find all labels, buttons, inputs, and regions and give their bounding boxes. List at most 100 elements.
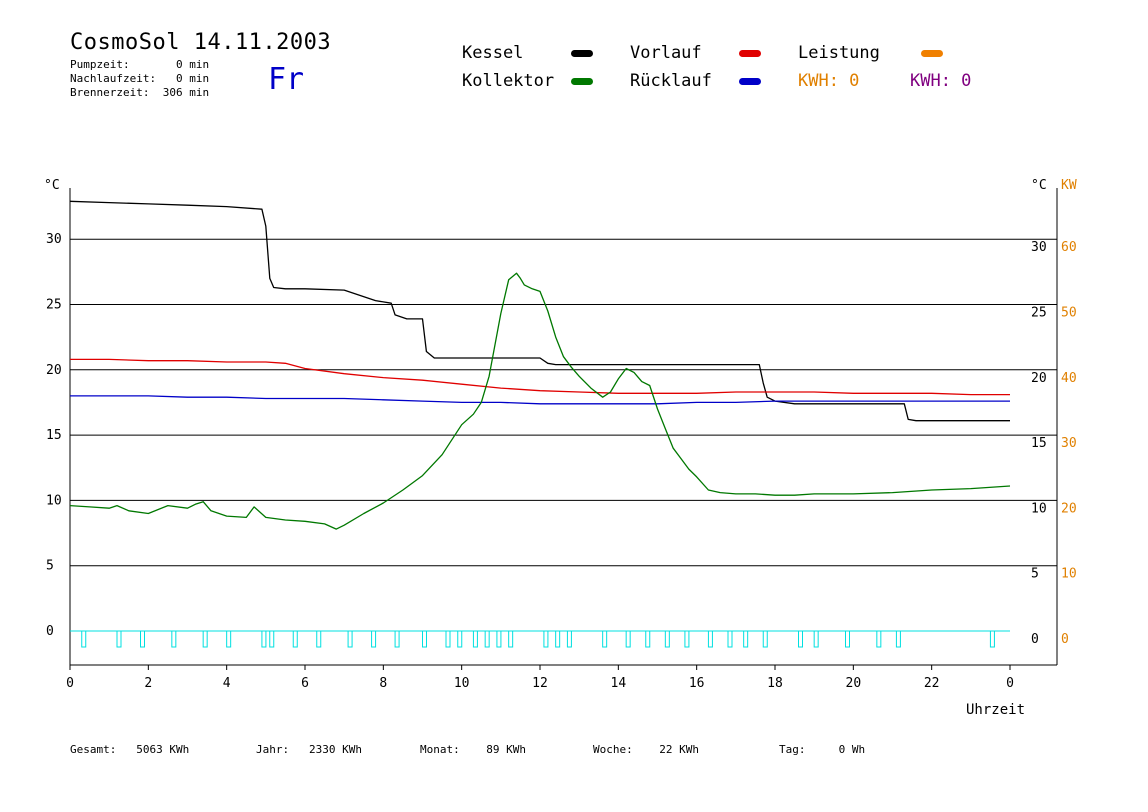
legend-vorlauf-label: Vorlauf bbox=[630, 43, 702, 63]
footer-monat: Monat: 89 KWh bbox=[420, 743, 526, 756]
kw-tick-0: 0 bbox=[1061, 632, 1069, 647]
y-right-tick-30: 30 bbox=[1031, 240, 1047, 255]
kw-tick-20: 20 bbox=[1061, 501, 1077, 516]
pump-pulse-35 bbox=[876, 630, 882, 648]
legend-leistung-label: Leistung bbox=[798, 43, 880, 63]
pump-pulse-8 bbox=[292, 630, 298, 648]
y-right-tick-0: 0 bbox=[1031, 632, 1039, 647]
pump-pulse-9 bbox=[316, 630, 322, 648]
pump-pulse-23 bbox=[602, 630, 608, 648]
x-tick-5: 10 bbox=[454, 676, 470, 691]
pump-pulse-10 bbox=[347, 630, 353, 648]
pump-pulse-34 bbox=[845, 630, 850, 648]
pump-pulse-36 bbox=[895, 630, 901, 648]
pump-pulse-1 bbox=[116, 630, 122, 648]
y-left-tick-0: 0 bbox=[46, 624, 54, 639]
brennerzeit-text: Brennerzeit: 306 min bbox=[70, 86, 210, 99]
x-tick-6: 12 bbox=[532, 676, 548, 691]
kw-tick-30: 30 bbox=[1061, 436, 1077, 451]
pump-pulse-33 bbox=[813, 630, 819, 648]
y-right-tick-5: 5 bbox=[1031, 567, 1039, 582]
pump-pulse-30 bbox=[743, 630, 749, 648]
pump-pulse-25 bbox=[645, 630, 651, 648]
y-left-tick-15: 15 bbox=[46, 428, 62, 443]
legend-kwh-purple: KWH: 0 bbox=[910, 71, 972, 91]
pump-pulse-32 bbox=[798, 630, 803, 648]
legend-ruecklauf-swatch bbox=[739, 78, 761, 85]
legend-leistung-swatch bbox=[921, 50, 943, 57]
series-ruecklauf bbox=[70, 395, 1010, 405]
y-right-unit: °C bbox=[1031, 178, 1047, 193]
footer-jahr: Jahr: 2330 KWh bbox=[256, 743, 362, 756]
x-tick-4: 8 bbox=[379, 676, 387, 691]
pump-pulse-24 bbox=[625, 630, 631, 648]
pump-pulse-21 bbox=[555, 630, 561, 648]
series-kessel bbox=[69, 200, 1010, 422]
pump-pulse-14 bbox=[445, 630, 451, 648]
pump-pulse-11 bbox=[371, 630, 377, 648]
x-tick-1: 2 bbox=[144, 676, 152, 691]
pump-pulse-4 bbox=[202, 630, 208, 648]
legend-kessel-label: Kessel bbox=[462, 43, 524, 63]
pump-pulse-12 bbox=[394, 630, 400, 648]
legend-kollektor-swatch bbox=[571, 78, 593, 85]
pump-pulse-27 bbox=[684, 630, 690, 648]
pumpzeit-text: Pumpzeit: 0 min bbox=[70, 58, 210, 71]
y-left-tick-10: 10 bbox=[46, 493, 62, 508]
series-kollektor bbox=[69, 272, 1011, 530]
pump-pulse-18 bbox=[496, 630, 502, 648]
y-right-tick-15: 15 bbox=[1031, 436, 1047, 451]
legend-vorlauf-swatch bbox=[739, 50, 761, 57]
pump-pulse-26 bbox=[664, 630, 670, 648]
y-right-tick-10: 10 bbox=[1031, 501, 1047, 516]
footer-tag: Tag: 0 Wh bbox=[779, 743, 866, 756]
x-tick-3: 6 bbox=[301, 676, 309, 691]
x-tick-11: 22 bbox=[924, 676, 940, 691]
pump-pulse-37 bbox=[989, 630, 995, 648]
pump-pulse-15 bbox=[457, 630, 463, 648]
y-right-tick-25: 25 bbox=[1031, 306, 1047, 321]
x-tick-0: 0 bbox=[66, 676, 74, 691]
legend-kwh-orange: KWH: 0 bbox=[798, 71, 860, 91]
x-tick-9: 18 bbox=[767, 676, 783, 691]
pump-pulse-16 bbox=[472, 630, 478, 648]
kw-tick-60: 60 bbox=[1061, 240, 1077, 255]
axes bbox=[69, 188, 1058, 670]
pump-pulse-5 bbox=[226, 630, 232, 648]
pump-pulse-3 bbox=[171, 630, 177, 648]
grid-lines bbox=[70, 238, 1057, 567]
x-tick-2: 4 bbox=[223, 676, 231, 691]
pump-pulse-13 bbox=[422, 630, 427, 648]
legend-ruecklauf-label: Rücklauf bbox=[630, 71, 712, 91]
pump-pulse-0 bbox=[81, 630, 87, 648]
nachlaufzeit-text: Nachlaufzeit: 0 min bbox=[70, 72, 210, 85]
pump-pulse-31 bbox=[762, 630, 768, 648]
page-title: CosmoSol 14.11.2003 bbox=[70, 30, 332, 55]
x-tick-7: 14 bbox=[611, 676, 627, 691]
pump-pulse-29 bbox=[727, 630, 733, 648]
pump-pulse-7 bbox=[269, 630, 275, 648]
pump-pulse-2 bbox=[140, 630, 145, 648]
kw-tick-40: 40 bbox=[1061, 371, 1077, 386]
y-left-tick-20: 20 bbox=[46, 363, 62, 378]
weekday-label: Fr bbox=[268, 62, 305, 97]
y-right-tick-20: 20 bbox=[1031, 371, 1047, 386]
kw-tick-50: 50 bbox=[1061, 306, 1077, 321]
kw-tick-10: 10 bbox=[1061, 567, 1077, 582]
kw-unit: KW bbox=[1061, 178, 1077, 193]
series-lines bbox=[69, 200, 1011, 530]
pump-pulse-20 bbox=[543, 630, 549, 648]
y-left-unit: °C bbox=[44, 178, 60, 193]
x-tick-8: 16 bbox=[689, 676, 705, 691]
series-vorlauf bbox=[70, 358, 1010, 396]
pump-pulse-19 bbox=[508, 630, 514, 648]
pump-pulse-17 bbox=[484, 630, 490, 648]
y-left-tick-30: 30 bbox=[46, 232, 62, 247]
legend-kollektor-label: Kollektor bbox=[462, 71, 555, 91]
y-left-tick-5: 5 bbox=[46, 559, 54, 574]
x-tick-10: 20 bbox=[846, 676, 862, 691]
pump-pulse-28 bbox=[707, 630, 713, 648]
pump-pulses bbox=[70, 630, 1010, 648]
